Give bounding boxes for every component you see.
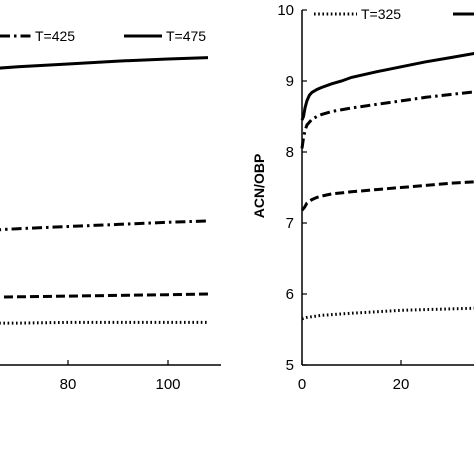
left-series-lines — [0, 56, 209, 325]
right-legend: T=325 — [314, 6, 474, 22]
left-legend: T=425 T=475 — [0, 28, 206, 44]
left-x-tick-label: 100 — [155, 376, 180, 393]
right-series-line-4 — [300, 180, 474, 212]
right-y-ticks: 5 6 7 8 9 10 — [277, 2, 307, 374]
left-series-line-3 — [0, 292, 209, 299]
left-legend-label: T=475 — [166, 28, 206, 44]
right-y-tick-label: 6 — [286, 286, 294, 303]
right-y-tick-label: 5 — [286, 357, 294, 374]
right-x-ticks: 0 20 — [298, 360, 410, 393]
right-series-line-3 — [300, 90, 474, 149]
left-legend-label: T=425 — [35, 28, 75, 44]
right-panel: 5 6 7 8 9 10 0 20 ACN/OBP T=325 — [251, 2, 474, 393]
right-legend-label: T=325 — [361, 6, 401, 22]
right-y-tick-label: 9 — [286, 73, 294, 90]
right-series-line-2 — [300, 52, 474, 121]
right-x-tick-label: 20 — [393, 376, 410, 393]
left-series-line-4 — [0, 320, 208, 325]
right-series-lines — [300, 52, 474, 321]
left-panel: 80 100 T=425 T=475 — [0, 28, 221, 393]
right-y-tick-label: 8 — [286, 144, 294, 161]
right-series-line-1 — [301, 306, 474, 321]
right-x-tick-label: 0 — [298, 376, 306, 393]
left-x-ticks: 80 100 — [60, 360, 181, 393]
left-x-tick-label: 80 — [60, 376, 77, 393]
left-series-line-1 — [0, 219, 209, 232]
right-y-axis-title: ACN/OBP — [251, 154, 267, 219]
right-y-tick-label: 7 — [286, 215, 294, 232]
left-series-line-2 — [0, 56, 209, 70]
right-y-tick-label: 10 — [277, 2, 294, 19]
